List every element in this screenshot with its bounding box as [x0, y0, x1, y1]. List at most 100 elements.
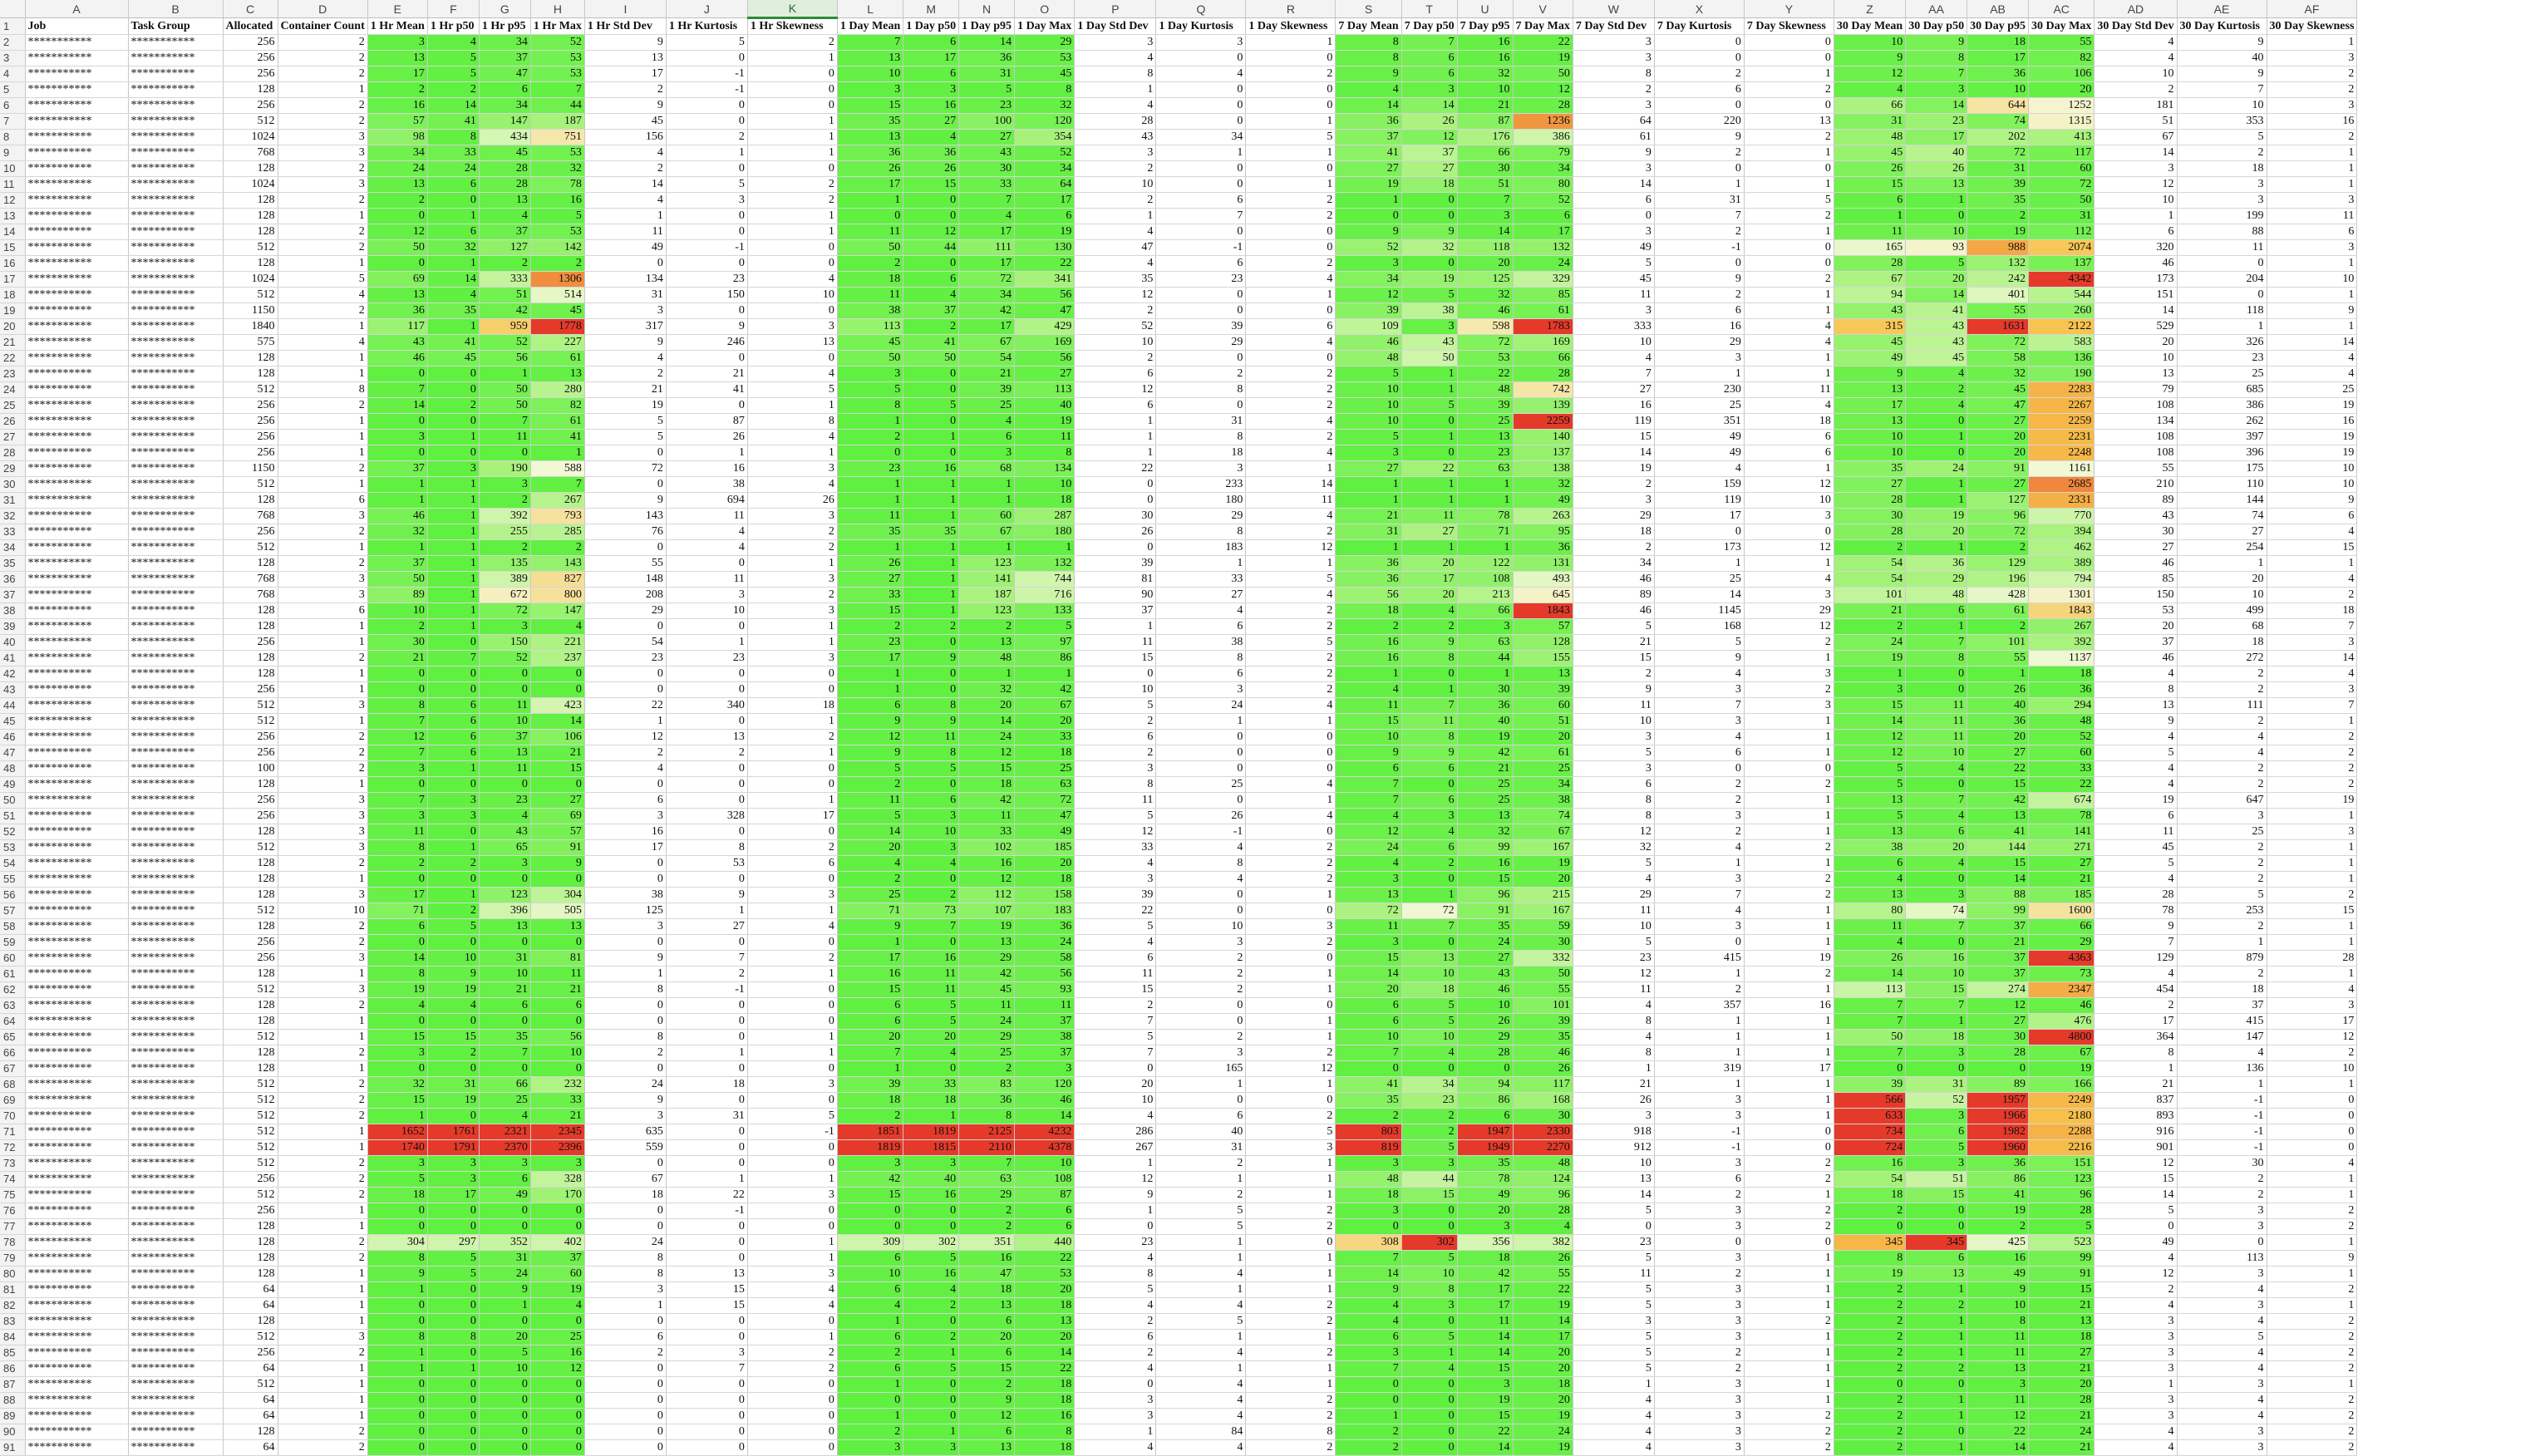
value-cell[interactable]: 3 [427, 1155, 480, 1172]
row-number[interactable]: 15 [0, 239, 26, 256]
value-cell[interactable]: 2 [1967, 539, 2029, 556]
value-cell[interactable]: 7 [1905, 634, 1968, 651]
value-cell[interactable]: 4 [1744, 318, 1834, 335]
column-header-q[interactable]: Q [1155, 0, 1247, 18]
value-cell[interactable]: 0 [1401, 1408, 1458, 1424]
value-cell[interactable]: 7 [2177, 81, 2267, 98]
value-cell[interactable]: 43 [958, 145, 1016, 161]
value-cell[interactable]: 20 [1513, 1392, 1573, 1409]
value-cell[interactable]: 82 [530, 397, 585, 414]
value-cell[interactable]: 10 [1967, 81, 2029, 98]
value-cell[interactable]: 9 [1335, 745, 1402, 761]
value-cell[interactable]: 63 [1457, 460, 1514, 477]
value-cell[interactable]: 0 [666, 776, 748, 793]
value-cell[interactable]: 15 [2267, 539, 2358, 556]
value-cell[interactable]: 13 [837, 50, 904, 66]
value-cell[interactable]: 28 [1967, 1045, 2029, 1061]
value-cell[interactable]: 0 [903, 776, 960, 793]
value-cell[interactable]: 396 [2177, 445, 2267, 461]
value-cell[interactable]: 0 [479, 1218, 531, 1235]
value-cell[interactable]: 328 [666, 808, 748, 824]
value-cell[interactable]: 10 [1335, 729, 1402, 745]
value-cell[interactable]: 3 [530, 1155, 585, 1172]
value-cell[interactable]: 97 [1014, 634, 1076, 651]
header-cell[interactable]: 7 Day p50 [1401, 17, 1458, 35]
value-cell[interactable]: 1 [278, 1029, 368, 1045]
job-cell[interactable]: *********** [25, 303, 129, 319]
value-cell[interactable]: 20 [958, 1329, 1016, 1345]
value-cell[interactable]: 6 [1401, 760, 1458, 777]
value-cell[interactable]: 4 [1245, 445, 1336, 461]
value-cell[interactable]: 1 [903, 1424, 960, 1440]
value-cell[interactable]: 18 [958, 1281, 1016, 1298]
value-cell[interactable]: 167 [1513, 903, 1573, 919]
value-cell[interactable]: 9 [584, 950, 667, 967]
value-cell[interactable]: 66 [1513, 350, 1573, 366]
value-cell[interactable]: 1 [278, 713, 368, 730]
value-cell[interactable]: 10 [903, 824, 960, 840]
value-cell[interactable]: 514 [530, 287, 585, 303]
task-group-cell[interactable]: *********** [128, 255, 224, 272]
value-cell[interactable]: 0 [1834, 1060, 1907, 1077]
value-cell[interactable]: 2 [1744, 1313, 1834, 1330]
value-cell[interactable]: 12 [1074, 824, 1157, 840]
value-cell[interactable]: 1 [1245, 34, 1336, 51]
value-cell[interactable]: 0 [530, 1424, 585, 1440]
value-cell[interactable]: 1 [1457, 666, 1514, 682]
value-cell[interactable]: 2 [1245, 650, 1336, 667]
value-cell[interactable]: 0 [747, 255, 838, 272]
value-cell[interactable]: 5 [1401, 1013, 1458, 1030]
value-cell[interactable]: 0 [666, 1092, 748, 1109]
value-cell[interactable]: 58 [1014, 950, 1076, 967]
value-cell[interactable]: 2 [367, 192, 428, 209]
value-cell[interactable]: 0 [903, 1408, 960, 1424]
value-cell[interactable]: 25 [1457, 413, 1514, 430]
value-cell[interactable]: 4 [1401, 603, 1458, 619]
value-cell[interactable]: 1 [367, 476, 428, 493]
value-cell[interactable]: 2 [2267, 1045, 2358, 1061]
value-cell[interactable]: 38 [1401, 303, 1458, 319]
value-cell[interactable]: 47 [1074, 239, 1157, 256]
value-cell[interactable]: 0 [367, 1218, 428, 1235]
value-cell[interactable]: 10 [1074, 176, 1157, 193]
value-cell[interactable]: 0 [427, 1218, 480, 1235]
value-cell[interactable]: 4 [1654, 460, 1745, 477]
value-cell[interactable]: 0 [367, 1392, 428, 1409]
value-cell[interactable]: 91 [1967, 460, 2029, 477]
row-number[interactable]: 48 [0, 760, 26, 777]
value-cell[interactable]: 18 [1457, 1250, 1514, 1267]
value-cell[interactable]: 0 [747, 1139, 838, 1156]
value-cell[interactable]: 10 [1335, 1029, 1402, 1045]
value-cell[interactable]: 0 [530, 1013, 585, 1030]
value-cell[interactable]: 1 [367, 1360, 428, 1377]
task-group-cell[interactable]: *********** [128, 918, 224, 935]
value-cell[interactable]: 2 [2267, 1439, 2358, 1456]
value-cell[interactable]: 7 [1654, 887, 1745, 903]
value-cell[interactable]: 1 [1245, 1376, 1336, 1393]
value-cell[interactable]: 128 [223, 603, 278, 619]
value-cell[interactable]: 20 [1513, 1345, 1573, 1361]
value-cell[interactable]: 60 [2028, 160, 2095, 177]
value-cell[interactable]: 428 [1967, 587, 2029, 603]
value-cell[interactable]: 32 [1401, 239, 1458, 256]
value-cell[interactable]: 1 [278, 1203, 368, 1219]
value-cell[interactable]: 1761 [427, 1124, 480, 1140]
value-cell[interactable]: 9 [584, 1092, 667, 1109]
value-cell[interactable]: 11 [1967, 1392, 2029, 1409]
value-cell[interactable]: 4 [427, 34, 480, 51]
value-cell[interactable]: 1 [1744, 1108, 1834, 1124]
value-cell[interactable]: 100 [223, 760, 278, 777]
value-cell[interactable]: 11 [1014, 997, 1076, 1014]
value-cell[interactable]: 20 [1967, 445, 2029, 461]
value-cell[interactable]: 1 [1401, 429, 1458, 445]
value-cell[interactable]: 6 [1834, 855, 1907, 872]
value-cell[interactable]: 16 [1967, 1250, 2029, 1267]
value-cell[interactable]: 15 [1905, 1187, 1968, 1203]
value-cell[interactable]: 3 [2094, 1329, 2178, 1345]
value-cell[interactable]: 5 [1573, 1281, 1655, 1298]
value-cell[interactable]: 1 [1245, 1329, 1336, 1345]
value-cell[interactable]: 88 [1967, 887, 2029, 903]
task-group-cell[interactable]: *********** [128, 776, 224, 793]
value-cell[interactable]: 1 [2267, 855, 2358, 872]
value-cell[interactable]: 13 [1834, 824, 1907, 840]
